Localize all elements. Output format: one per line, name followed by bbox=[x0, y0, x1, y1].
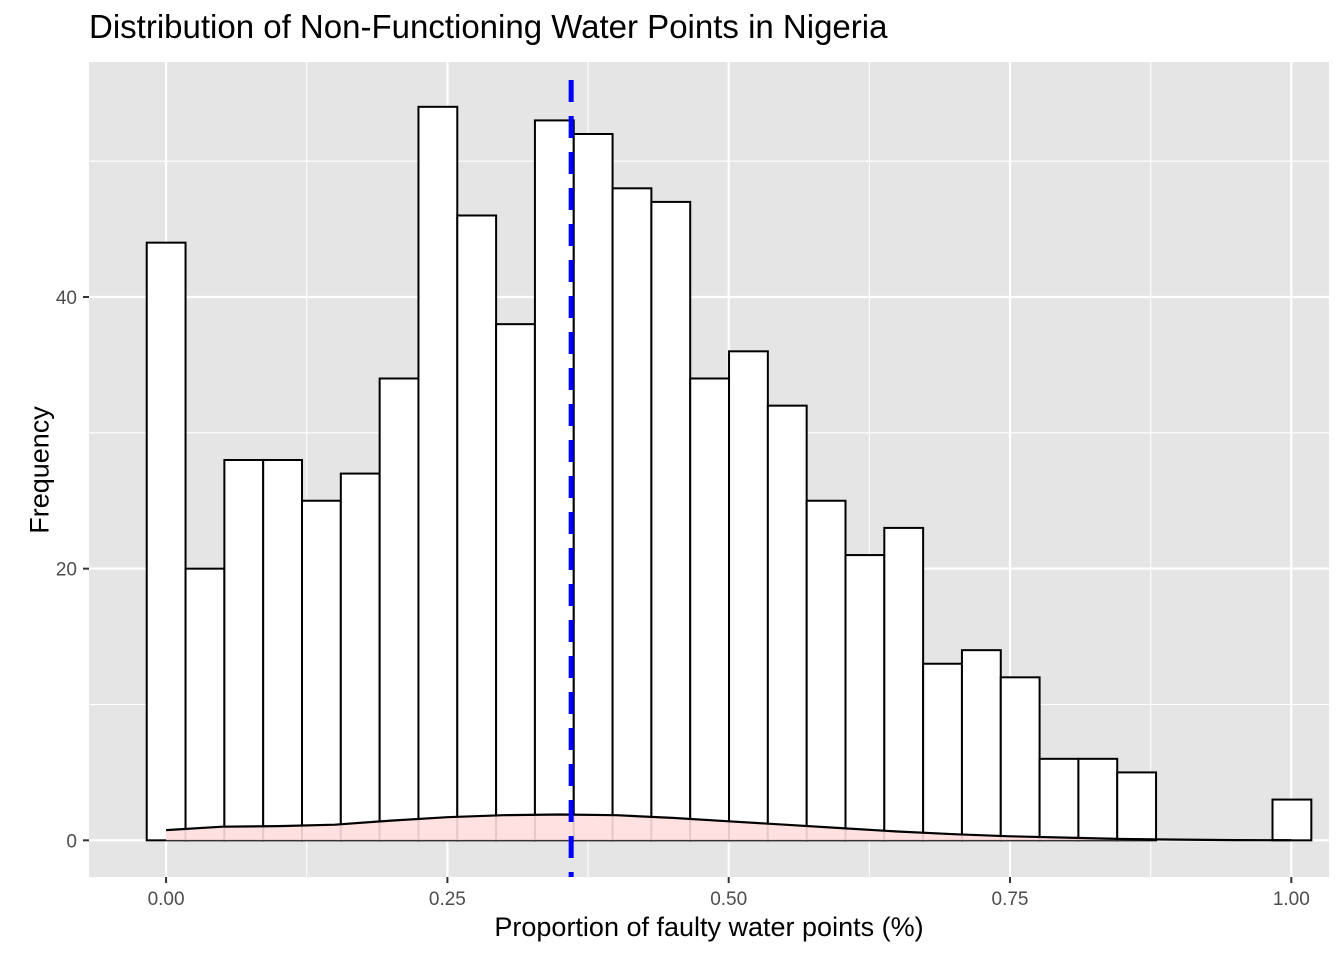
y-tick-label: 0 bbox=[66, 831, 77, 852]
histogram-bar bbox=[262, 458, 304, 842]
histogram-bar bbox=[145, 241, 187, 842]
density-area bbox=[166, 814, 1292, 841]
histogram-bar bbox=[1038, 757, 1080, 842]
chart-title: Distribution of Non-Functioning Water Po… bbox=[89, 8, 888, 45]
histogram-bar bbox=[766, 404, 808, 842]
histogram-bar bbox=[883, 526, 925, 842]
histogram-bar bbox=[533, 119, 575, 842]
histogram-bar bbox=[1271, 798, 1313, 842]
x-tick-label: 0.50 bbox=[710, 889, 747, 910]
histogram-bar bbox=[611, 187, 653, 842]
x-tick-label: 0.00 bbox=[148, 889, 185, 910]
histogram-bar bbox=[339, 472, 381, 842]
histogram-bar bbox=[689, 377, 731, 842]
x-tick-label: 0.75 bbox=[992, 889, 1029, 910]
histogram-bar bbox=[572, 132, 614, 842]
histogram-bar bbox=[999, 676, 1041, 842]
histogram-bar bbox=[223, 458, 265, 842]
y-tick-label: 20 bbox=[56, 560, 77, 581]
histogram-bar bbox=[650, 200, 692, 842]
histogram-bar bbox=[728, 350, 769, 842]
histogram-bar bbox=[417, 105, 459, 842]
histogram-bar bbox=[456, 214, 498, 842]
x-tick-label: 1.00 bbox=[1273, 889, 1310, 910]
histogram-bar bbox=[922, 662, 963, 842]
histogram-bar bbox=[378, 377, 420, 842]
histogram-bar bbox=[805, 499, 847, 842]
x-tick-label: 0.25 bbox=[429, 889, 466, 910]
histogram-bar bbox=[184, 567, 226, 842]
histogram-bar bbox=[1116, 771, 1158, 842]
histogram-bar bbox=[301, 499, 342, 842]
x-axis-title: Proportion of faulty water points (%) bbox=[494, 912, 924, 942]
histogram-bar bbox=[1077, 757, 1119, 842]
y-tick-label: 40 bbox=[56, 288, 77, 309]
histogram-bar bbox=[844, 554, 886, 842]
histogram-bar bbox=[960, 649, 1002, 842]
histogram-bar bbox=[495, 323, 536, 842]
density-curve bbox=[166, 813, 1292, 842]
